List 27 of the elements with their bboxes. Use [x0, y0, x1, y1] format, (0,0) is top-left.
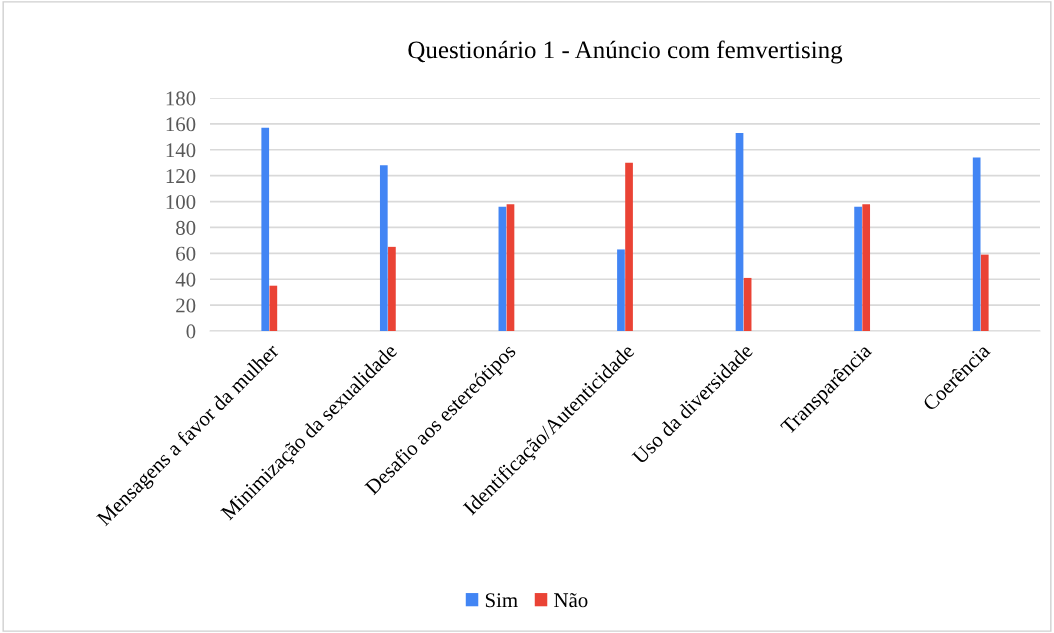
chart-title: Questionário 1 - Anúncio com femvertising [408, 40, 843, 64]
bar [743, 277, 752, 331]
bar [617, 249, 625, 331]
legend-label: Sim [485, 593, 518, 608]
bar [506, 204, 515, 331]
y-tick-label: 120 [166, 169, 196, 184]
y-tick-label: 20 [176, 298, 196, 313]
bar [498, 206, 507, 331]
y-tick-label: 40 [175, 272, 196, 287]
y-tick-label: 160 [166, 117, 196, 132]
y-tick-label: 100 [166, 194, 196, 209]
bar [735, 132, 744, 331]
bar [388, 246, 396, 331]
y-tick-label: 80 [176, 220, 196, 235]
y-tick-label: 180 [166, 91, 196, 106]
bar [625, 162, 633, 331]
y-tick-label: 140 [166, 143, 196, 158]
bar [862, 204, 871, 331]
bar [980, 254, 989, 331]
bar [854, 206, 862, 331]
bar [269, 285, 278, 331]
bar [972, 157, 981, 331]
bar [379, 165, 388, 331]
legend-label: Não [554, 592, 588, 608]
y-tick-label: 60 [176, 246, 196, 261]
bar [261, 127, 270, 331]
y-tick-label: 0 [186, 324, 196, 339]
